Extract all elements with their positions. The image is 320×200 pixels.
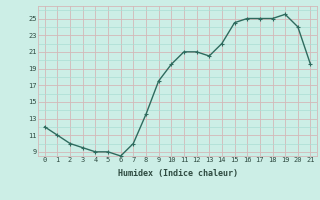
X-axis label: Humidex (Indice chaleur): Humidex (Indice chaleur) (118, 169, 238, 178)
